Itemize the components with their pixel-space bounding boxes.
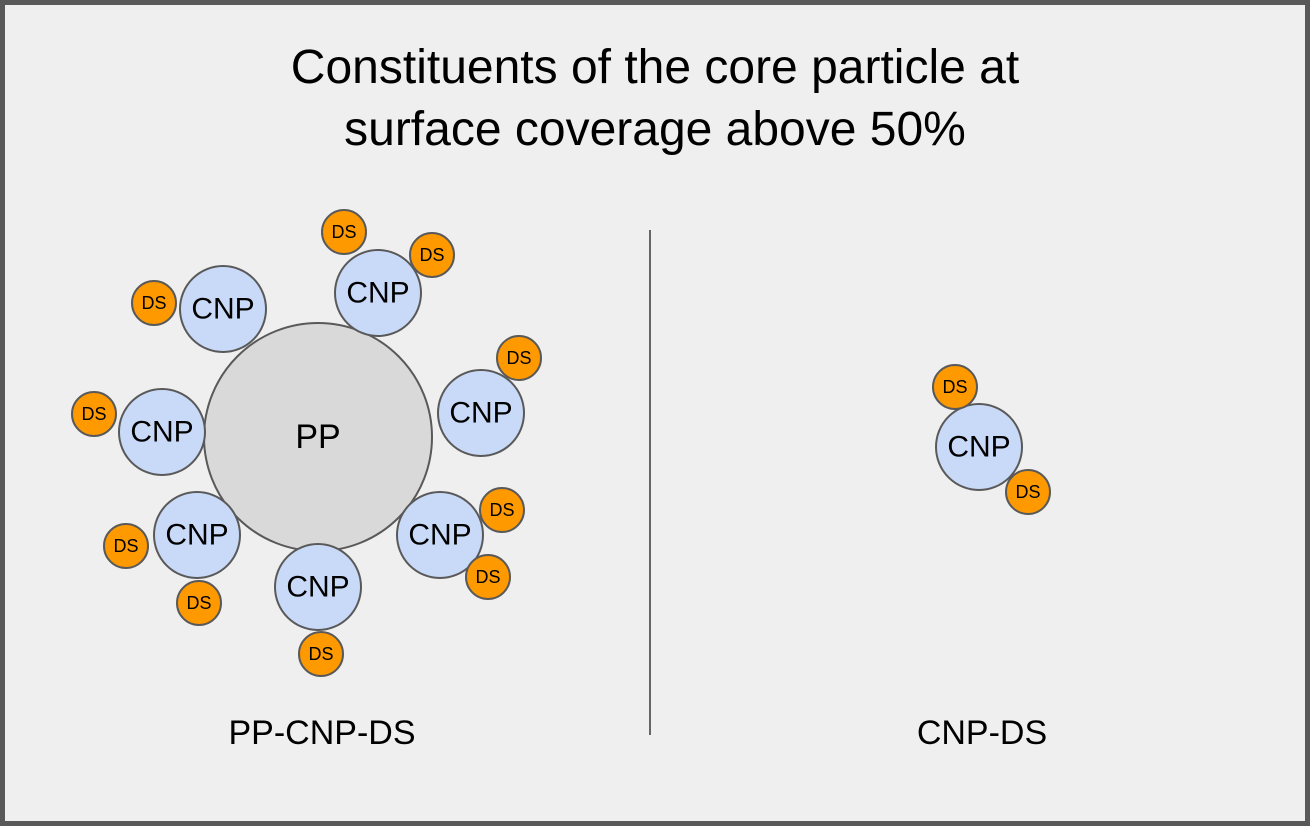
- ds-circle: [479, 487, 525, 533]
- cnp-particle-6: CNP: [396, 491, 484, 579]
- cnp-circle: [274, 543, 362, 631]
- ds-particle-10: DS: [298, 631, 344, 677]
- ds-particle-5: DS: [71, 391, 117, 437]
- ds-particle-single-1: DS: [932, 364, 978, 410]
- title-line-1: Constituents of the core particle at: [290, 41, 1020, 94]
- ds-label: DS: [308, 644, 333, 664]
- ds-label: DS: [331, 222, 356, 242]
- left-panel-caption: PP-CNP-DS: [228, 714, 415, 752]
- ds-label: DS: [1015, 482, 1040, 502]
- ds-circle: [71, 391, 117, 437]
- cnp-circle: [118, 388, 206, 476]
- ds-circle: [103, 523, 149, 569]
- ds-circle: [409, 232, 455, 278]
- pp-particle: PP: [203, 322, 433, 552]
- ds-particle-3: DS: [409, 232, 455, 278]
- cnp-particle-2: CNP: [334, 249, 422, 337]
- ds-label: DS: [506, 348, 531, 368]
- ds-particle-single-2: DS: [1005, 469, 1051, 515]
- ds-circle: [298, 631, 344, 677]
- ds-label: DS: [475, 567, 500, 587]
- cnp-label: CNP: [408, 519, 471, 552]
- ds-particle-9: DS: [176, 580, 222, 626]
- cnp-label: CNP: [346, 277, 409, 310]
- cnp-particle-3: CNP: [437, 369, 525, 457]
- cnp-label: CNP: [286, 571, 349, 604]
- cnp-circle: [396, 491, 484, 579]
- ds-circle: [176, 580, 222, 626]
- ds-circle: [465, 554, 511, 600]
- ds-label: DS: [141, 293, 166, 313]
- cnp-label: CNP: [130, 416, 193, 449]
- ds-label: DS: [942, 377, 967, 397]
- ds-label: DS: [81, 404, 106, 424]
- ds-circle: [321, 209, 367, 255]
- cnp-label: CNP: [165, 519, 228, 552]
- cnp-particle-7: CNP: [274, 543, 362, 631]
- cnp-circle: [153, 491, 241, 579]
- cnp-label: CNP: [947, 431, 1010, 464]
- cnp-label: CNP: [191, 293, 254, 326]
- title-line-2: surface coverage above 50%: [344, 103, 966, 156]
- ds-label: DS: [419, 245, 444, 265]
- pp-label: PP: [295, 418, 340, 456]
- ds-circle: [932, 364, 978, 410]
- ds-particle-2: DS: [321, 209, 367, 255]
- cnp-particle-single: CNP: [935, 403, 1023, 491]
- ds-particle-1: DS: [131, 280, 177, 326]
- right-panel-caption: CNP-DS: [917, 714, 1047, 752]
- ds-label: DS: [113, 536, 138, 556]
- cnp-circle: [437, 369, 525, 457]
- cnp-circle: [179, 265, 267, 353]
- ds-particle-8: DS: [465, 554, 511, 600]
- ds-circle: [496, 335, 542, 381]
- ds-circle: [1005, 469, 1051, 515]
- ds-label: DS: [489, 500, 514, 520]
- ds-particle-6: DS: [103, 523, 149, 569]
- cnp-particle-4: CNP: [118, 388, 206, 476]
- cnp-circle: [334, 249, 422, 337]
- cnp-circle: [935, 403, 1023, 491]
- cnp-particle-1: CNP: [179, 265, 267, 353]
- ds-label: DS: [186, 593, 211, 613]
- cnp-particle-5: CNP: [153, 491, 241, 579]
- diagram-title: Constituents of the core particle at sur…: [5, 37, 1305, 161]
- ds-particle-4: DS: [496, 335, 542, 381]
- ds-particle-7: DS: [479, 487, 525, 533]
- cnp-label: CNP: [449, 397, 512, 430]
- ds-circle: [131, 280, 177, 326]
